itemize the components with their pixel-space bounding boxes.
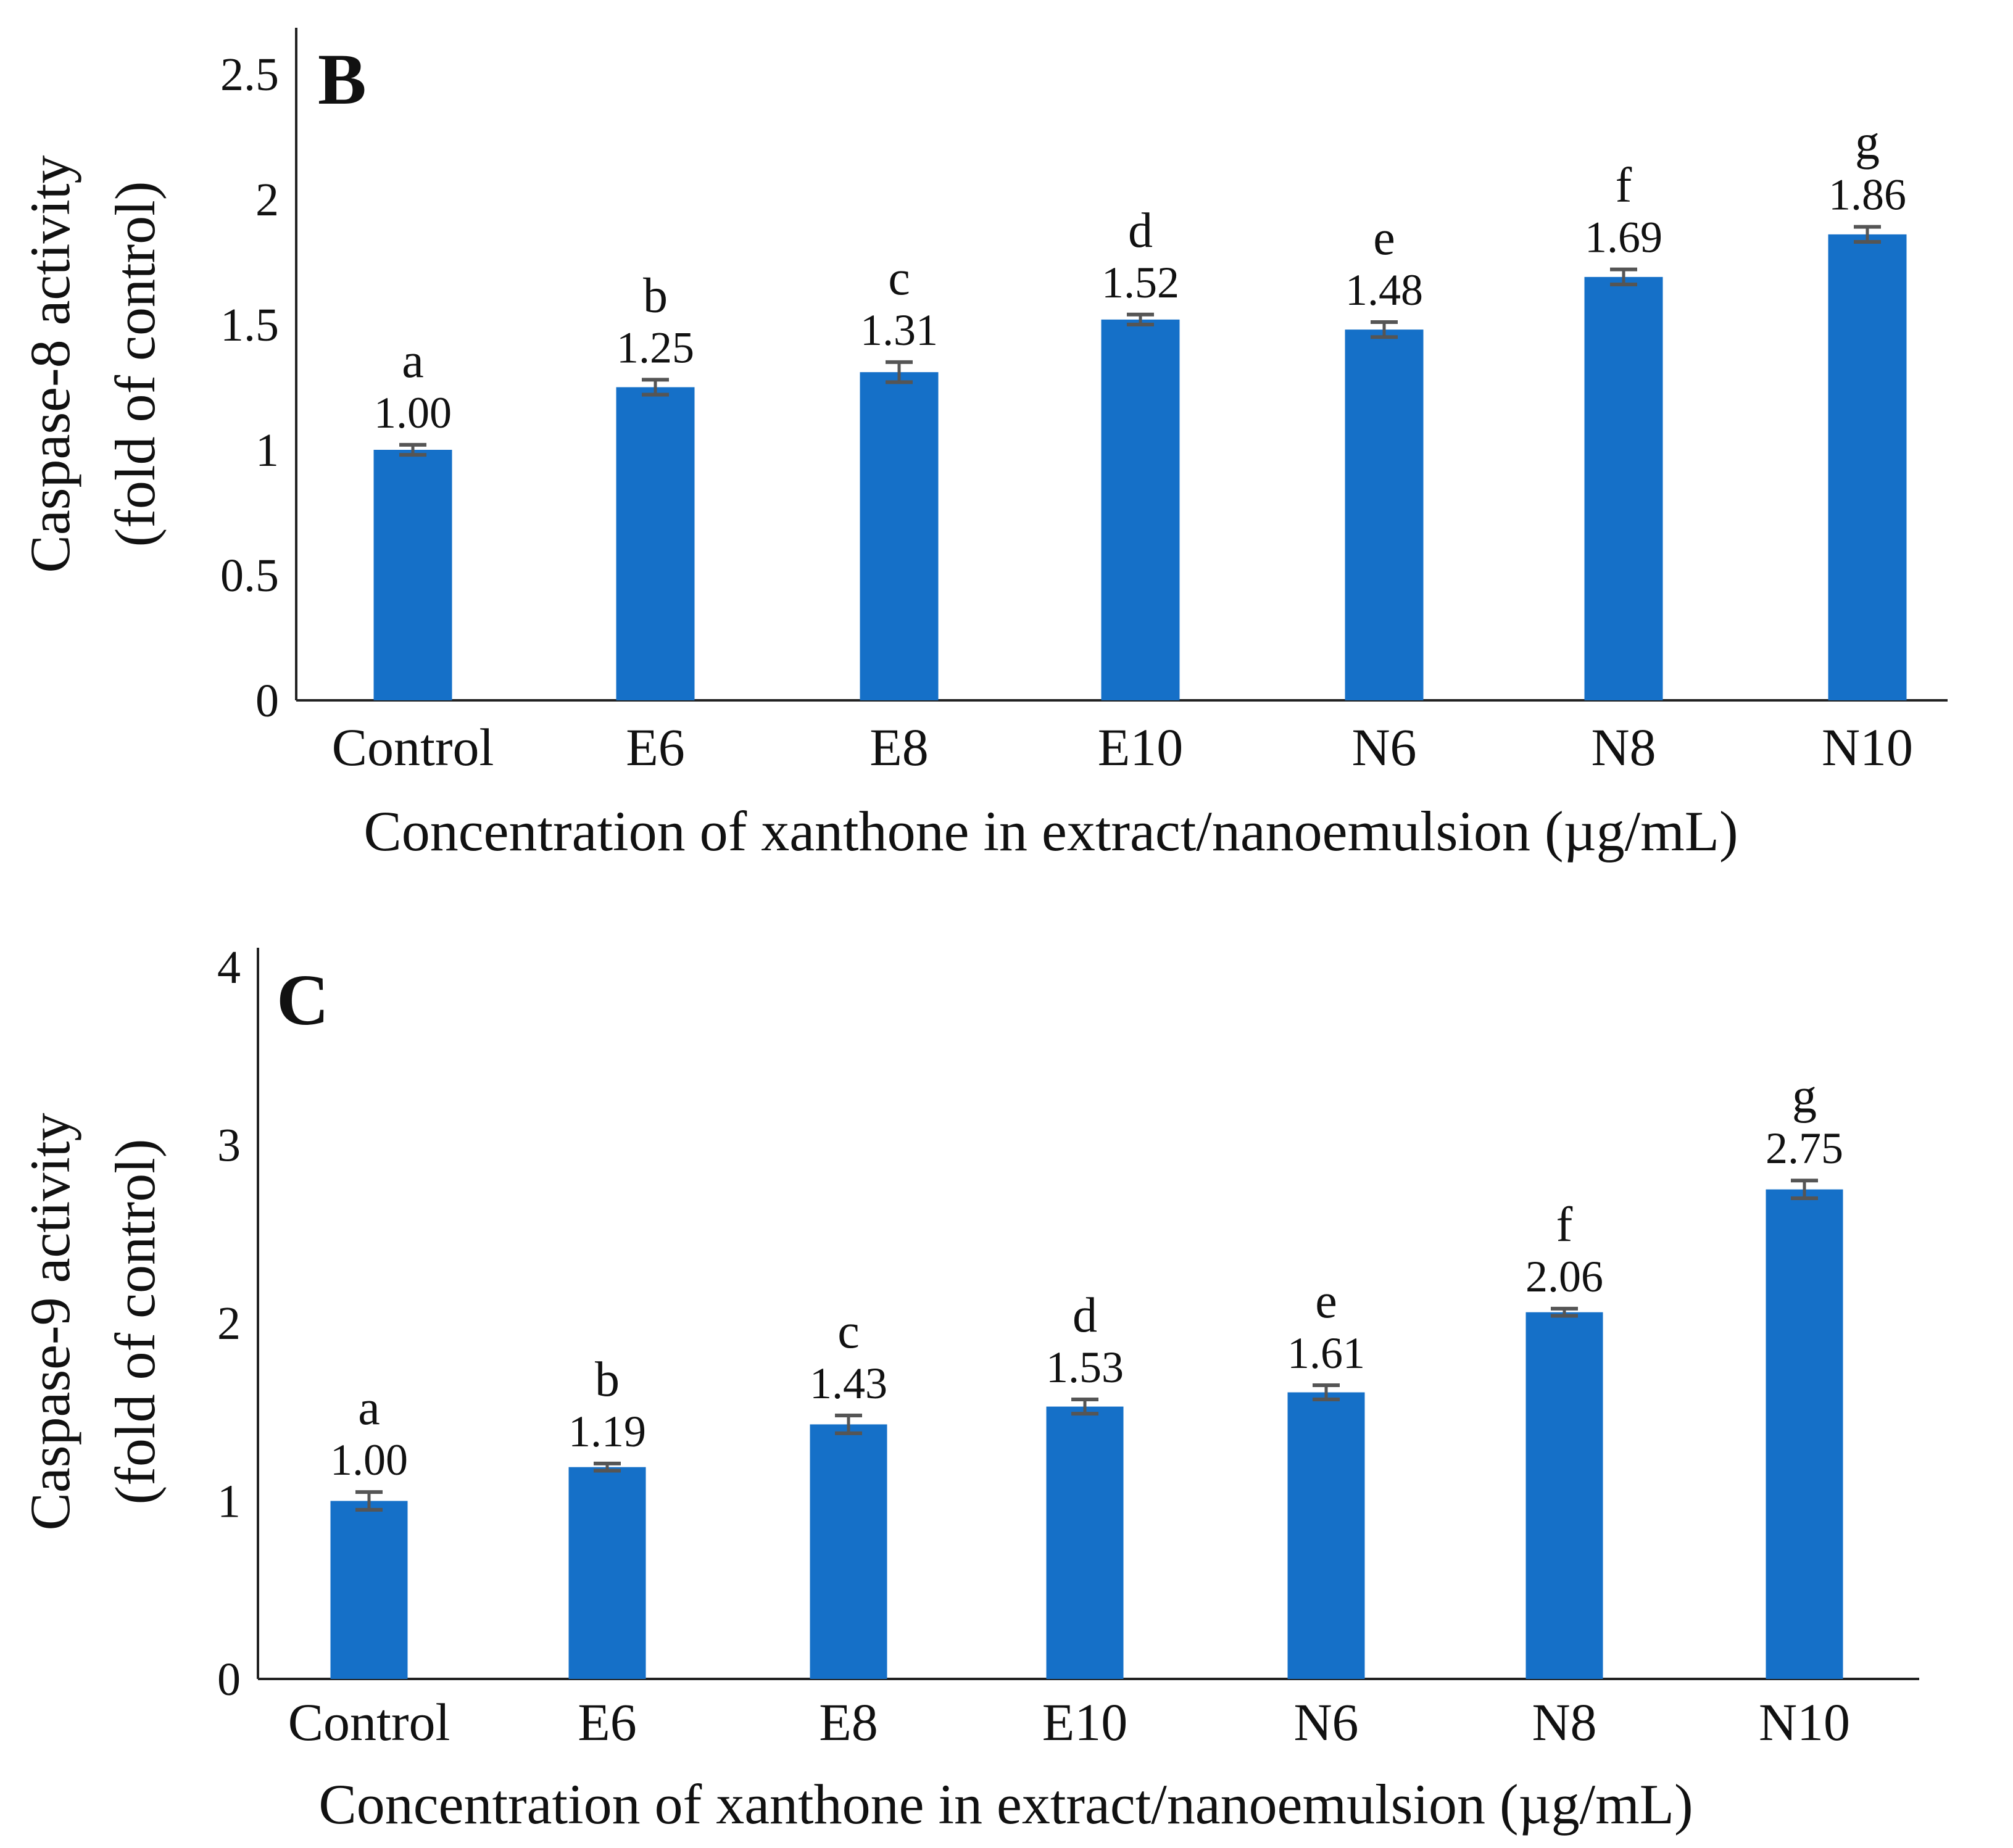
value-label: 1.19 bbox=[568, 1407, 646, 1456]
value-label: 1.69 bbox=[1585, 213, 1662, 262]
bar-E8 bbox=[810, 1424, 887, 1679]
value-label: 1.00 bbox=[330, 1435, 408, 1485]
y-axis-title: Caspase-8 activity bbox=[19, 155, 81, 573]
x-axis-title: Concentration of xanthone in extract/nan… bbox=[363, 800, 1738, 863]
bar-E10 bbox=[1046, 1406, 1124, 1679]
value-label: 1.43 bbox=[810, 1359, 887, 1408]
value-label: 2.06 bbox=[1525, 1252, 1603, 1301]
y-tick-label: 1 bbox=[217, 1476, 241, 1528]
y-tick-label: 0 bbox=[217, 1654, 241, 1705]
significance-letter: d bbox=[1128, 204, 1153, 258]
category-label: E8 bbox=[870, 718, 929, 777]
value-label: 1.86 bbox=[1828, 170, 1906, 220]
bar-N10 bbox=[1828, 234, 1907, 701]
bar-N10 bbox=[1766, 1189, 1843, 1679]
bar-E6 bbox=[568, 1467, 646, 1679]
value-label: 1.53 bbox=[1046, 1343, 1124, 1392]
category-label: E6 bbox=[578, 1693, 637, 1752]
bar-E10 bbox=[1101, 319, 1180, 700]
significance-letter: a bbox=[358, 1381, 380, 1435]
significance-letter: a bbox=[402, 334, 424, 388]
bar-E8 bbox=[860, 372, 939, 700]
y-tick-label: 0 bbox=[255, 675, 279, 727]
bar-N8 bbox=[1584, 276, 1663, 700]
x-axis-title: Concentration of xanthone in extract/nan… bbox=[318, 1773, 1693, 1836]
y-tick-label: 4 bbox=[217, 942, 241, 993]
significance-letter: d bbox=[1073, 1288, 1097, 1343]
bar-N6 bbox=[1345, 329, 1424, 700]
category-label: Control bbox=[288, 1693, 450, 1752]
y-tick-label: 3 bbox=[217, 1120, 241, 1172]
value-label: 2.75 bbox=[1766, 1124, 1843, 1173]
category-label: N6 bbox=[1293, 1693, 1358, 1752]
value-label: 1.00 bbox=[374, 388, 452, 437]
y-tick-label: 2 bbox=[255, 174, 279, 226]
y-tick-label: 2.5 bbox=[220, 49, 279, 101]
bar-Control bbox=[330, 1501, 408, 1679]
significance-letter: g bbox=[1855, 116, 1880, 170]
category-label: E8 bbox=[819, 1693, 878, 1752]
significance-letter: e bbox=[1315, 1274, 1337, 1328]
bar-N8 bbox=[1525, 1312, 1603, 1679]
category-label: E6 bbox=[626, 718, 685, 777]
significance-letter: b bbox=[595, 1353, 620, 1407]
category-label: N6 bbox=[1351, 718, 1416, 777]
bar-N6 bbox=[1287, 1392, 1365, 1679]
value-label: 1.48 bbox=[1345, 265, 1423, 315]
bar-E6 bbox=[616, 387, 695, 700]
category-label: E10 bbox=[1042, 1693, 1128, 1752]
value-label: 1.25 bbox=[616, 323, 694, 372]
y-tick-label: 0.5 bbox=[220, 550, 279, 602]
y-axis-title: (fold of control) bbox=[104, 1139, 167, 1505]
significance-letter: f bbox=[1616, 159, 1632, 213]
value-label: 1.31 bbox=[860, 305, 938, 355]
category-label: N10 bbox=[1822, 718, 1913, 777]
category-label: N8 bbox=[1532, 1693, 1596, 1752]
significance-letter: c bbox=[837, 1304, 860, 1359]
category-label: N8 bbox=[1591, 718, 1656, 777]
y-tick-label: 1.5 bbox=[220, 299, 279, 351]
bar-Control bbox=[373, 450, 452, 700]
significance-letter: c bbox=[888, 251, 910, 305]
category-label: Control bbox=[332, 718, 494, 777]
significance-letter: b bbox=[643, 268, 668, 323]
significance-letter: e bbox=[1373, 211, 1395, 265]
y-tick-label: 1 bbox=[255, 425, 279, 476]
value-label: 1.52 bbox=[1102, 258, 1179, 307]
category-label: N10 bbox=[1759, 1693, 1850, 1752]
panel-label: B bbox=[318, 39, 367, 120]
category-label: E10 bbox=[1098, 718, 1184, 777]
panel-label: C bbox=[276, 959, 329, 1040]
chart-panel-C: 0 1 2 3 4 C Caspase-9 activity (fold of control… bbox=[19, 942, 1919, 1836]
y-axis-title: Caspase-9 activity bbox=[19, 1113, 81, 1530]
value-label: 1.61 bbox=[1287, 1328, 1365, 1378]
significance-letter: f bbox=[1556, 1198, 1573, 1252]
y-tick-label: 2 bbox=[217, 1298, 241, 1349]
significance-letter: g bbox=[1792, 1069, 1817, 1124]
y-axis-title: (fold of control) bbox=[104, 181, 167, 547]
